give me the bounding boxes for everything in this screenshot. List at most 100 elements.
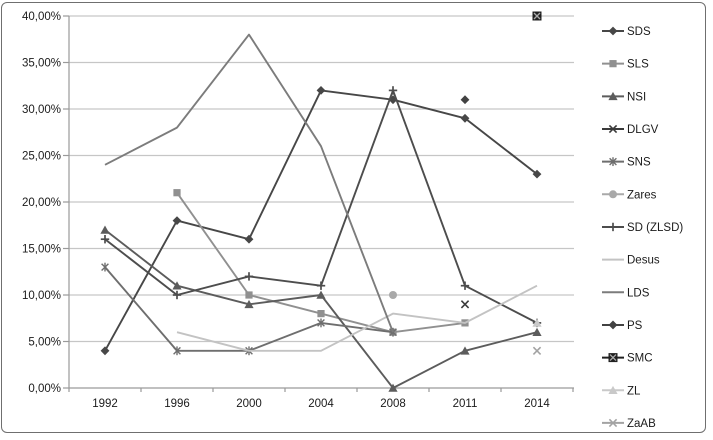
y-axis-label: 0,00% <box>28 383 61 395</box>
y-axis-label: 35,00% <box>22 58 61 70</box>
data-point-marker <box>460 281 470 290</box>
data-point-marker <box>244 234 254 244</box>
series-zaab <box>532 346 542 355</box>
legend-item-sds: SDS <box>602 26 651 38</box>
data-point-marker <box>608 124 618 134</box>
data-point-marker <box>172 281 182 290</box>
x-axis: 1992 1996 2000 2004 2008 2011 2014 <box>68 387 574 410</box>
data-point-marker <box>609 60 617 68</box>
legend-item-lds: LDS <box>602 287 650 299</box>
data-point-marker <box>608 320 618 330</box>
legend-label: NSI <box>627 91 646 103</box>
y-axis-label: 25,00% <box>22 151 61 163</box>
series-zl <box>532 318 542 327</box>
legend-item-zares: Zares <box>602 189 657 201</box>
series-ps <box>460 95 470 105</box>
data-point-marker <box>609 157 617 167</box>
data-point-marker <box>172 290 182 300</box>
data-point-marker <box>100 346 110 356</box>
x-axis-label: 2011 <box>453 398 478 410</box>
series-lds <box>104 33 394 333</box>
y-axis-label: 30,00% <box>22 104 61 116</box>
legend-label: SLS <box>627 59 649 71</box>
legend-label: Zares <box>627 189 657 201</box>
y-axis-label: 5,00% <box>28 337 61 349</box>
data-point-marker <box>245 291 253 299</box>
x-axis-label: 2008 <box>380 398 406 410</box>
legend-label: ZaAB <box>627 418 656 430</box>
data-point-marker <box>608 222 618 232</box>
series-line <box>176 284 538 352</box>
y-axis-label: 40,00% <box>22 11 61 23</box>
data-point-marker <box>316 86 326 95</box>
data-point-marker <box>608 385 618 395</box>
series-desus <box>176 284 538 352</box>
x-axis-label: 2000 <box>236 398 262 410</box>
chart-frame <box>1 2 706 433</box>
y-axis-label: 10,00% <box>22 290 61 302</box>
data-point-marker <box>609 190 617 199</box>
legend-item-dlgv: DLGV <box>602 124 659 136</box>
data-point-marker <box>460 95 470 105</box>
series-nsi <box>100 225 542 392</box>
data-point-marker <box>532 11 542 21</box>
legend-label: SMC <box>627 353 653 365</box>
data-point-marker <box>608 418 618 428</box>
legend-item-smc: SMC <box>602 353 653 365</box>
data-point-marker <box>388 383 398 392</box>
data-point-marker <box>101 262 109 272</box>
data-point-marker <box>100 225 110 234</box>
series-zares <box>389 291 397 299</box>
x-axis-label: 1996 <box>164 398 190 410</box>
legend-item-zl: ZL <box>602 385 641 397</box>
y-axis-label: 15,00% <box>22 244 61 256</box>
data-point-marker <box>316 281 326 290</box>
legend-item-ps: PS <box>602 320 643 332</box>
data-point-marker <box>460 346 470 355</box>
data-point-marker <box>172 216 182 225</box>
legend-item-sd-zlsd: SD (ZLSD) <box>602 222 683 234</box>
legend-item-zaab: ZaAB <box>602 418 656 430</box>
legend-item-desus: Desus <box>602 255 660 267</box>
data-point-marker <box>532 318 542 327</box>
series-dlgv <box>460 300 470 309</box>
data-point-marker <box>173 346 181 356</box>
data-point-marker <box>460 300 470 309</box>
data-point-marker <box>100 235 110 244</box>
data-point-marker <box>316 290 326 299</box>
legend-label: LDS <box>627 287 650 299</box>
y-axis-label: 20,00% <box>22 197 61 209</box>
data-point-marker <box>608 26 618 36</box>
data-point-marker <box>389 291 397 299</box>
y-axis: 0,00% 5,00% 10,00% 15,00% 20,00% 25,00% 30,00%… <box>22 11 70 395</box>
data-point-marker <box>388 86 398 95</box>
x-axis-label: 2014 <box>524 398 550 410</box>
data-point-marker <box>532 346 542 355</box>
legend-item-sns: SNS <box>602 157 651 169</box>
legend-label: SD (ZLSD) <box>627 222 683 234</box>
data-point-marker <box>532 327 542 336</box>
x-axis-label: 2004 <box>308 398 334 410</box>
gridlines <box>69 15 574 343</box>
data-point-marker <box>317 318 325 328</box>
data-point-marker <box>608 353 618 363</box>
data-point-marker <box>244 272 254 281</box>
legend-item-nsi: NSI <box>602 91 646 103</box>
x-axis-label: 1992 <box>92 398 118 410</box>
data-point-marker <box>317 310 325 318</box>
legend-label: SDS <box>627 26 651 38</box>
series-sds <box>100 86 542 356</box>
series-sls <box>173 189 469 336</box>
data-point-marker <box>460 113 470 123</box>
data-point-marker <box>388 95 398 105</box>
data-point-marker <box>244 299 254 309</box>
series-smc <box>532 11 542 21</box>
legend-label: Desus <box>627 255 660 267</box>
data-point-marker <box>532 169 542 179</box>
legend: SDS SLS NSI DLGV SNS Zares SD (ZLSD) Desus LDS PS… <box>602 26 683 430</box>
legend-label: ZL <box>627 385 641 397</box>
legend-label: SNS <box>627 157 651 169</box>
legend-label: DLGV <box>627 124 659 136</box>
